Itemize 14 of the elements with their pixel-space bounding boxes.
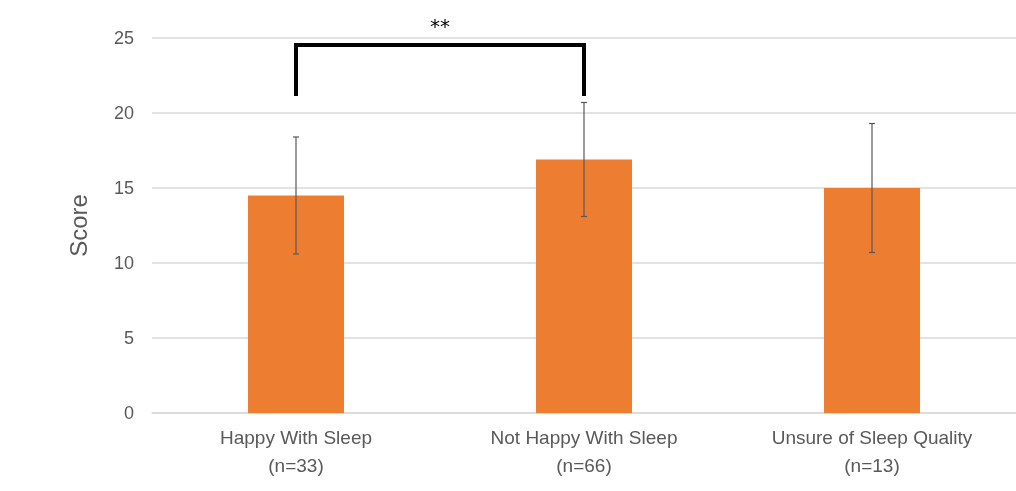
y-tick-label: 0 bbox=[123, 403, 134, 423]
y-tick-label: 15 bbox=[113, 178, 134, 198]
annotation: ** bbox=[430, 14, 450, 38]
y-tick-label: 25 bbox=[113, 28, 134, 48]
bar bbox=[824, 188, 920, 413]
y-tick-label: 10 bbox=[113, 253, 134, 273]
y-tick-label: 20 bbox=[113, 103, 134, 123]
y-axis-title: Score bbox=[64, 194, 92, 257]
x-tick-label: Happy With Sleep (n=33) bbox=[219, 426, 373, 476]
bar bbox=[248, 195, 344, 413]
y-tick-label: 5 bbox=[123, 328, 134, 348]
x-tick-label: Not Happy With Sleep (n=66) bbox=[490, 426, 678, 476]
x-tick-label: Unsure of Sleep Quality (n=13) bbox=[771, 426, 973, 476]
bar bbox=[536, 159, 632, 413]
